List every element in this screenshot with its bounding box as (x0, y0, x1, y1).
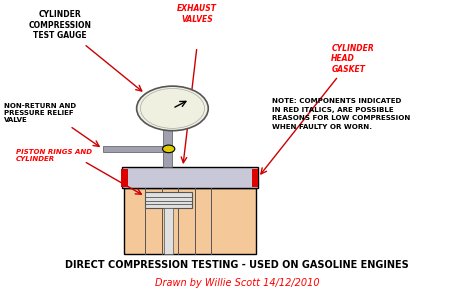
Text: EXHAUST
VALVES: EXHAUST VALVES (177, 4, 217, 24)
Text: NOTE: COMPONENTS INDICATED
IN RED ITALICS, ARE POSSIBLE
REASONS FOR LOW COMPRESS: NOTE: COMPONENTS INDICATED IN RED ITALIC… (273, 98, 410, 130)
Circle shape (140, 89, 204, 128)
Bar (252, 168, 258, 187)
Text: DIRECT COMPRESSION TESTING - USED ON GASOLINE ENGINES: DIRECT COMPRESSION TESTING - USED ON GAS… (65, 260, 409, 270)
Bar (164, 208, 173, 254)
Bar (121, 167, 258, 188)
Text: Drawn by Willie Scott 14/12/2010: Drawn by Willie Scott 14/12/2010 (155, 278, 319, 288)
Circle shape (163, 145, 175, 153)
Circle shape (137, 86, 208, 131)
Text: CYLINDER
COMPRESSION
TEST GAUGE: CYLINDER COMPRESSION TEST GAUGE (29, 10, 92, 40)
Bar (124, 188, 256, 254)
Text: PISTON RINGS AND
CYLINDER: PISTON RINGS AND CYLINDER (16, 149, 91, 163)
Bar (103, 146, 169, 152)
Bar (121, 168, 128, 187)
Text: CYLINDER
HEAD
GASKET: CYLINDER HEAD GASKET (331, 44, 374, 74)
Bar (145, 192, 192, 208)
Bar (163, 131, 172, 167)
Text: NON-RETURN AND
PRESSURE RELIEF
VALVE: NON-RETURN AND PRESSURE RELIEF VALVE (4, 102, 76, 123)
